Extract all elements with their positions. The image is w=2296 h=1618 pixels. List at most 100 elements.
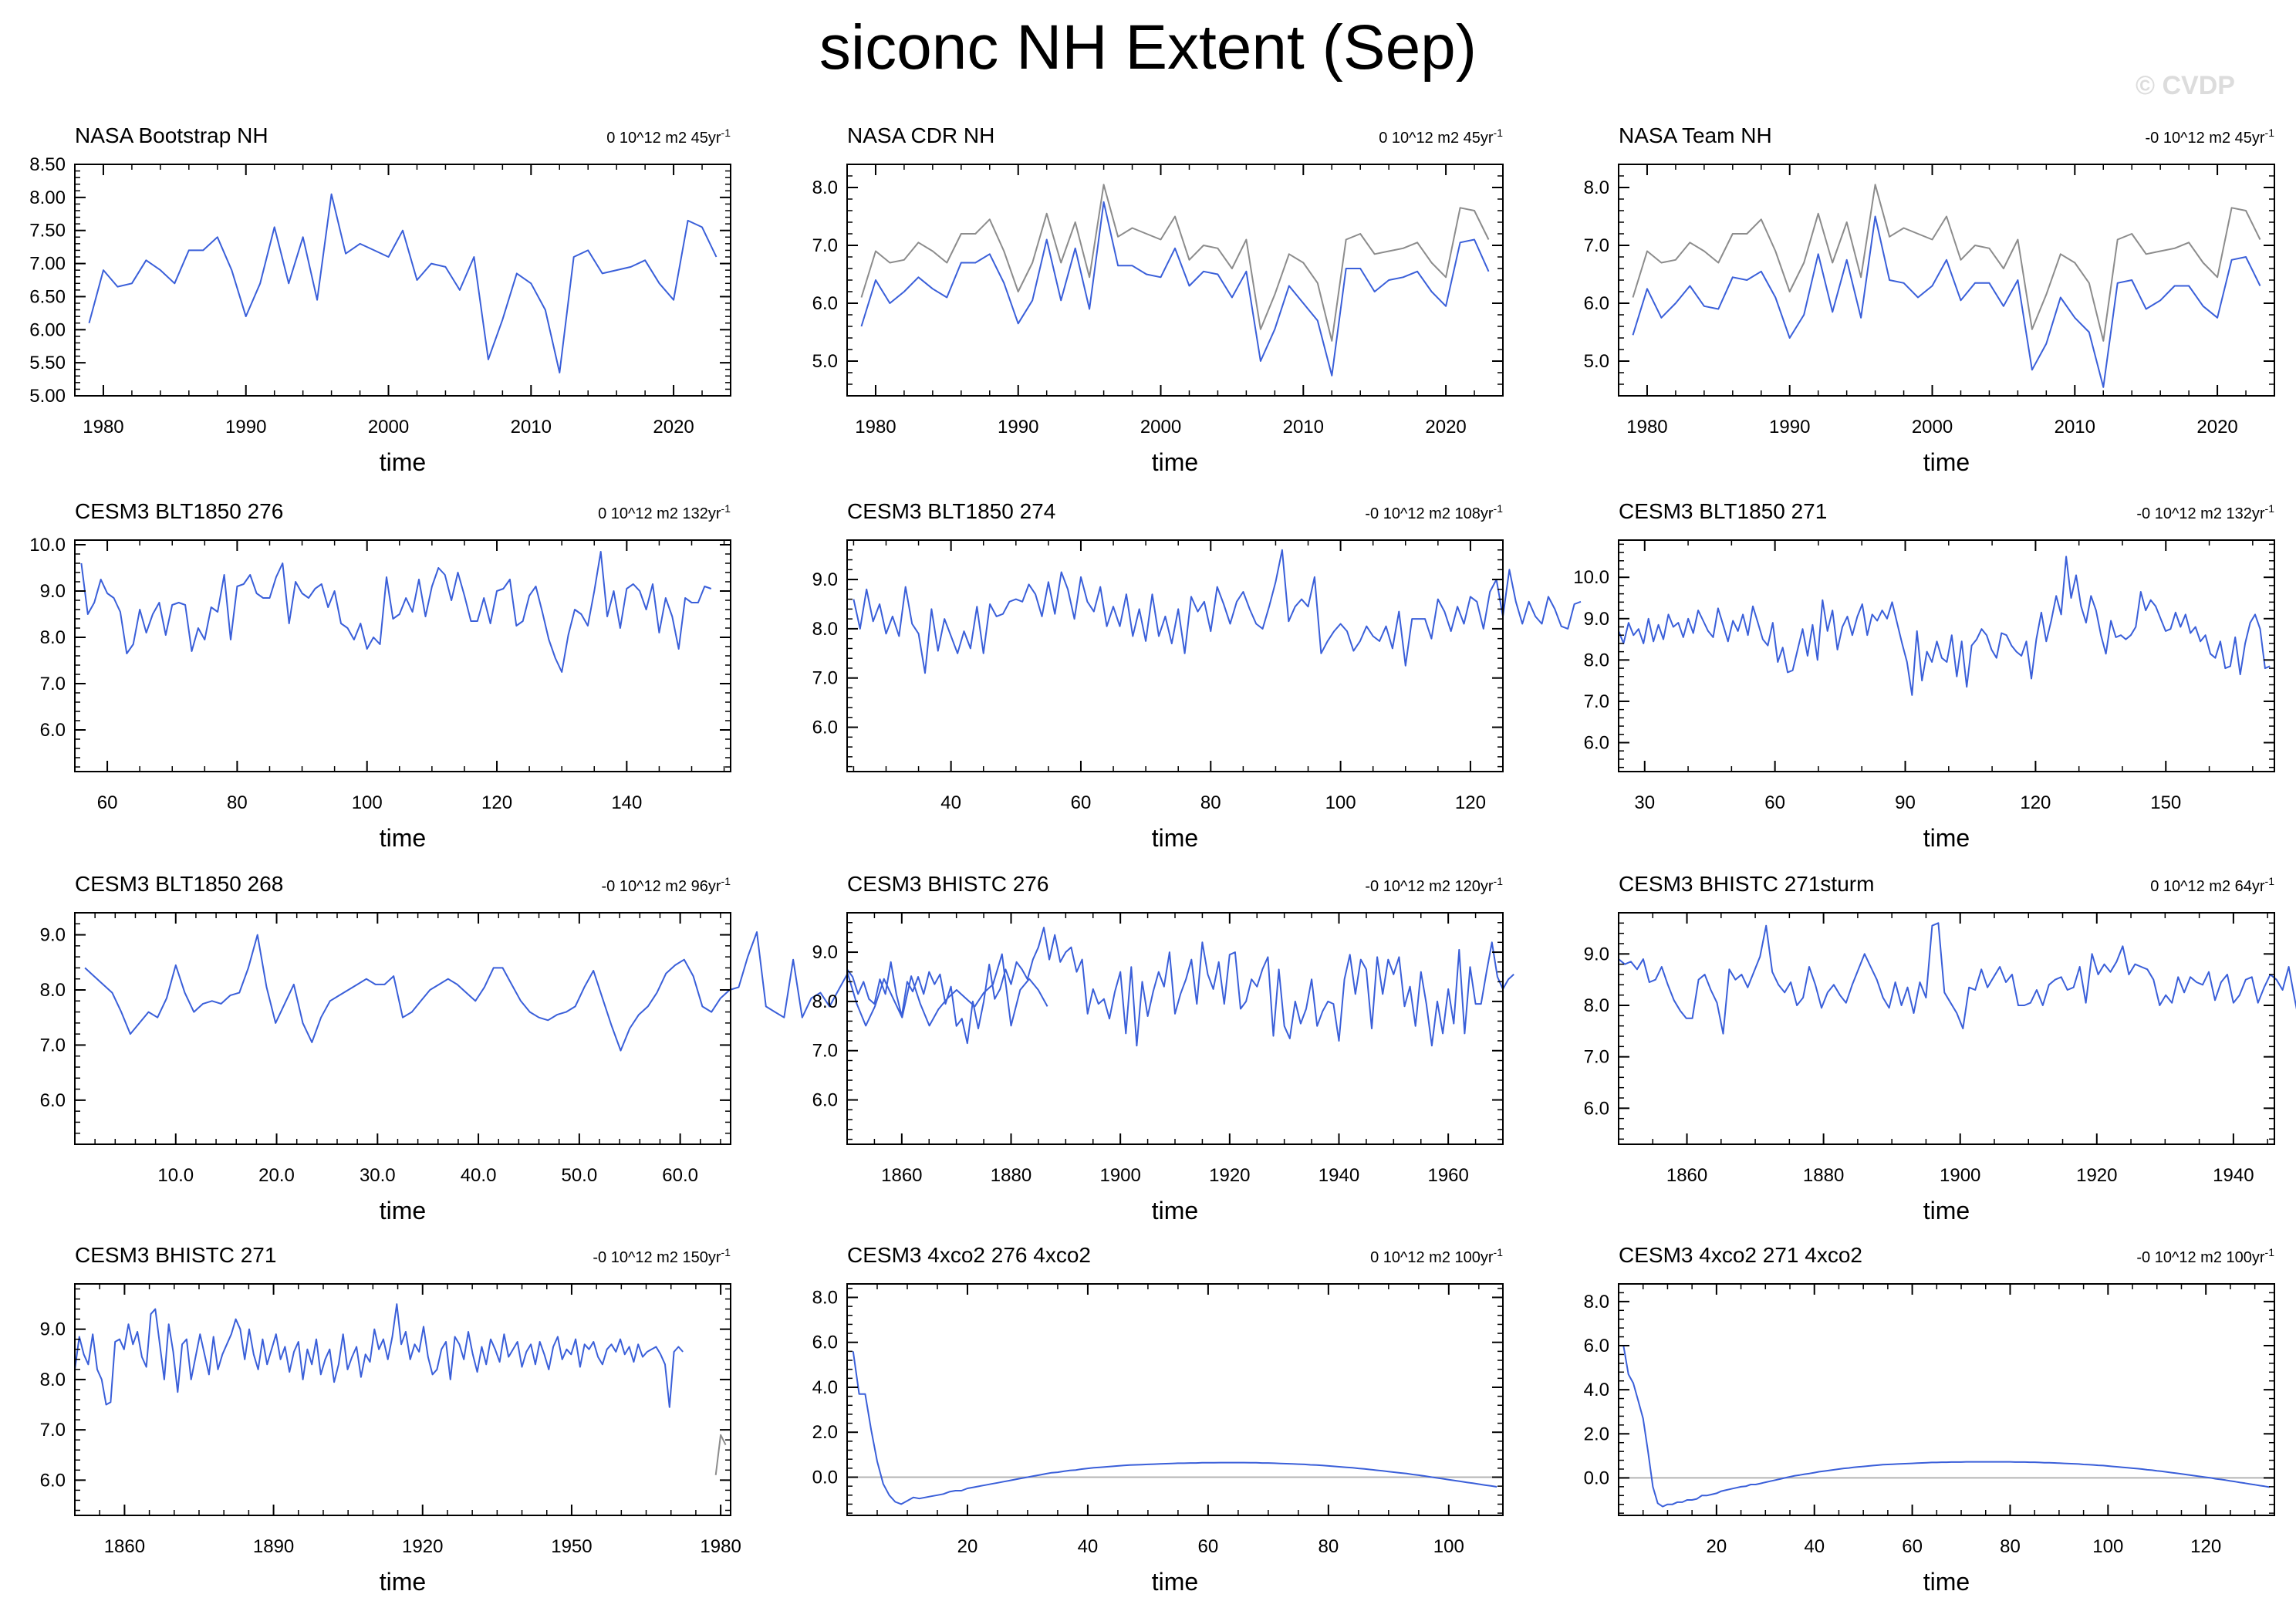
trend-label: -0 10^12 m2 45yr-1 — [2146, 127, 2275, 147]
series-line — [846, 927, 1514, 1047]
y-tick-label: 7.50 — [29, 221, 66, 242]
x-tick-label: 1990 — [225, 417, 266, 437]
x-tick-label: 1980 — [700, 1536, 741, 1557]
x-tick-label: 40.0 — [461, 1165, 497, 1186]
y-tick-label: 8.0 — [40, 980, 66, 1001]
x-tick-label: 80 — [2000, 1536, 2021, 1557]
plot-frame — [846, 912, 1504, 1145]
y-tick-label: 7.00 — [29, 254, 66, 275]
y-tick-label: 8.0 — [40, 1370, 66, 1390]
plot-frame — [846, 164, 1504, 397]
y-tick-label: 5.0 — [812, 351, 838, 372]
trend-text: 0 10^12 m2 64yr — [2150, 878, 2265, 895]
x-axis-label: time — [380, 1568, 426, 1596]
x-axis-label: time — [1923, 448, 1970, 476]
x-tick-label: 1990 — [998, 417, 1038, 437]
x-tick-label: 1860 — [1666, 1165, 1707, 1186]
trend-superscript: -1 — [2265, 1246, 2275, 1258]
x-tick-label: 100 — [1433, 1536, 1464, 1557]
series-line — [1618, 922, 2296, 1035]
x-tick-label: 40 — [940, 792, 961, 813]
y-tick-label: 2.0 — [812, 1422, 838, 1443]
x-axis-label: time — [1923, 1568, 1970, 1596]
plot-frame — [1618, 912, 2275, 1145]
trend-superscript: -1 — [2265, 127, 2275, 139]
panel-title: NASA CDR NH — [847, 123, 994, 147]
series-line — [852, 1351, 1497, 1505]
x-tick-label: 2020 — [1425, 417, 1466, 437]
y-tick-label: 9.0 — [812, 569, 838, 590]
plot-frame — [74, 539, 731, 772]
x-tick-label: 120 — [481, 792, 512, 813]
y-tick-label: 6.0 — [40, 720, 66, 741]
y-tick-label: 8.0 — [812, 991, 838, 1012]
panel-title: CESM3 BLT1850 271 — [1619, 499, 1827, 523]
trend-superscript: -1 — [1494, 875, 1504, 887]
trend-text: 0 10^12 m2 132yr — [598, 505, 721, 522]
trend-text: 0 10^12 m2 45yr — [1379, 130, 1494, 147]
x-tick-label: 1940 — [1319, 1165, 1359, 1186]
x-tick-label: 20 — [1707, 1536, 1727, 1557]
plot-frame — [1618, 164, 2275, 397]
x-tick-label: 80 — [1319, 1536, 1339, 1557]
y-tick-label: 9.0 — [1584, 944, 1609, 964]
plot-frame — [846, 539, 1504, 772]
x-tick-label: 2000 — [1912, 417, 1953, 437]
y-tick-label: 9.0 — [40, 581, 66, 602]
x-tick-label: 1920 — [1209, 1165, 1250, 1186]
x-tick-label: 1940 — [2213, 1165, 2254, 1186]
y-tick-label: 6.0 — [1584, 293, 1609, 314]
y-tick-label: 8.0 — [40, 627, 66, 648]
chart-panel: NASA Bootstrap NH 0 10^12 m2 45yr-1 1980 19… — [29, 123, 731, 476]
trend-superscript: -1 — [721, 502, 731, 515]
chart-panel: NASA Team NH -0 10^12 m2 45yr-1 1980 1990 20… — [1584, 123, 2275, 476]
x-tick-label: 1900 — [1940, 1165, 1980, 1186]
series-line — [1622, 1345, 2270, 1508]
chart-panel: NASA CDR NH 0 10^12 m2 45yr-1 1980 1990 2000… — [812, 123, 1504, 476]
x-tick-label: 60 — [1902, 1536, 1923, 1557]
x-tick-label: 60 — [1764, 792, 1785, 813]
x-tick-label: 1950 — [551, 1536, 592, 1557]
x-tick-label: 150 — [2150, 792, 2181, 813]
trend-text: -0 10^12 m2 150yr — [593, 1249, 721, 1266]
y-tick-label: 8.0 — [812, 1287, 838, 1308]
x-tick-label: 100 — [2092, 1536, 2123, 1557]
x-tick-label: 1980 — [1626, 417, 1667, 437]
trend-superscript: -1 — [721, 127, 731, 139]
page-title: siconc NH Extent (Sep) — [819, 12, 1477, 83]
copyright-watermark: © CVDP — [2136, 71, 2235, 100]
x-tick-label: 2020 — [2196, 417, 2237, 437]
x-tick-label: 10.0 — [157, 1165, 194, 1186]
trend-label: -0 10^12 m2 100yr-1 — [2136, 1246, 2274, 1266]
plot-frame — [74, 1283, 731, 1516]
y-tick-label: 10.0 — [1573, 567, 1609, 588]
trend-superscript: -1 — [1494, 502, 1504, 515]
y-tick-label: 9.0 — [812, 942, 838, 963]
y-tick-label: 7.0 — [1584, 691, 1609, 712]
panel-title: NASA Team NH — [1619, 123, 1772, 147]
y-tick-label: 2.0 — [1584, 1424, 1609, 1444]
series-line — [74, 1303, 684, 1408]
x-tick-label: 2010 — [511, 417, 552, 437]
series-line — [860, 184, 1490, 342]
panel-title: CESM3 BHISTC 271sturm — [1619, 872, 1874, 896]
y-tick-label: 8.00 — [29, 187, 66, 208]
y-tick-label: 8.0 — [1584, 1292, 1609, 1312]
y-tick-label: 7.0 — [1584, 1047, 1609, 1068]
y-tick-label: 6.0 — [812, 1333, 838, 1353]
chart-panel: CESM3 BHISTC 271 -0 10^12 m2 150yr-1 1860 1… — [40, 1243, 741, 1596]
x-tick-label: 1980 — [855, 417, 896, 437]
y-tick-label: 4.0 — [1584, 1380, 1609, 1400]
y-tick-label: 8.0 — [812, 177, 838, 198]
x-axis-label: time — [1923, 1197, 1970, 1224]
x-axis-label: time — [1152, 448, 1198, 476]
chart-panel: CESM3 BHISTC 276 -0 10^12 m2 120yr-1 1860 1… — [812, 872, 1514, 1224]
x-axis-label: time — [380, 1197, 426, 1224]
plot-frame — [74, 164, 731, 397]
y-tick-label: 6.50 — [29, 286, 66, 307]
x-axis-label: time — [1152, 824, 1198, 852]
x-axis-label: time — [1152, 1197, 1198, 1224]
y-tick-label: 10.0 — [29, 535, 66, 556]
x-axis-label: time — [380, 448, 426, 476]
